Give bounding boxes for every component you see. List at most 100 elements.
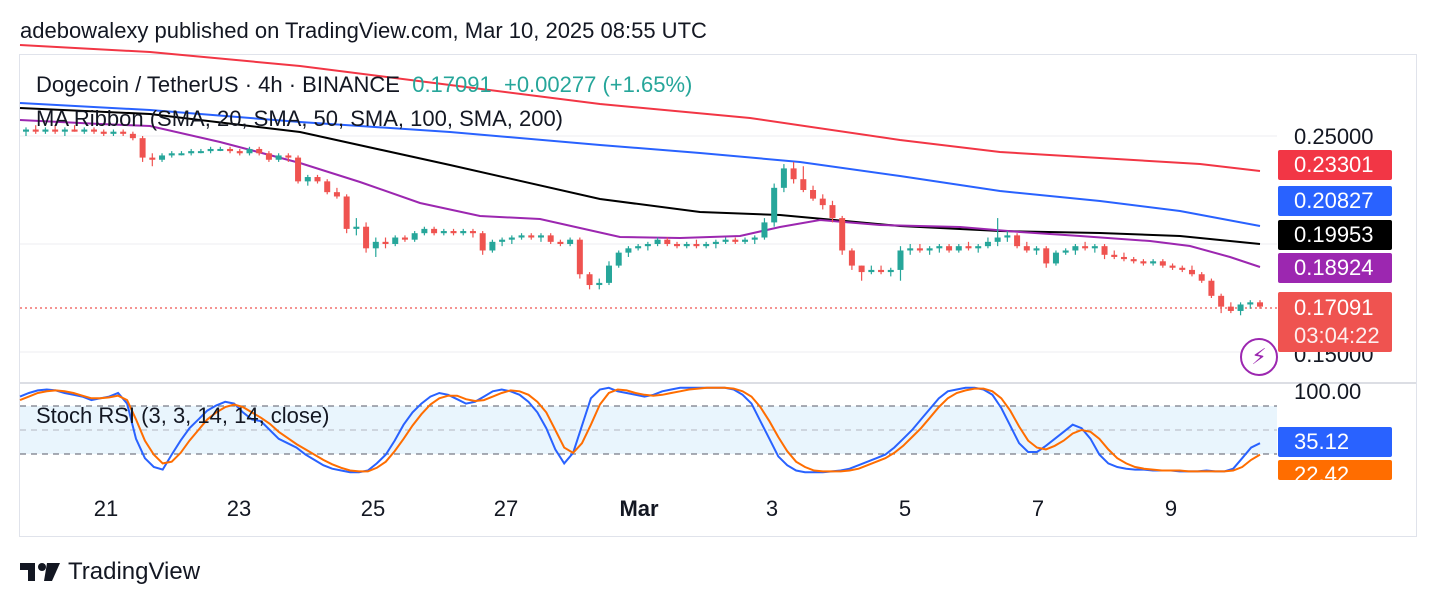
bar-countdown: 03:04:22 <box>1294 323 1380 348</box>
candle <box>712 239 719 249</box>
candle-body <box>1159 261 1166 266</box>
candle <box>1237 302 1244 316</box>
candle-body <box>703 244 710 247</box>
candle <box>188 148 195 156</box>
candle-body <box>421 228 428 234</box>
stoch-lines-group <box>19 386 1261 474</box>
candle <box>800 166 807 193</box>
candle-body <box>1130 259 1137 262</box>
candle-body <box>732 239 739 242</box>
candle <box>23 127 29 136</box>
candle-body <box>120 131 127 134</box>
candle <box>1208 278 1215 298</box>
candle-body <box>265 153 272 160</box>
candle-body <box>654 239 661 244</box>
candle-body <box>819 198 826 206</box>
candle <box>401 235 408 242</box>
candle-body <box>722 239 729 242</box>
candle-body <box>479 233 486 251</box>
candle-body <box>839 218 846 251</box>
candle-body <box>1179 267 1186 270</box>
x-tick-label: 21 <box>94 496 118 521</box>
candle-body <box>188 151 195 154</box>
candle-body <box>1257 302 1263 307</box>
candle <box>431 226 438 236</box>
candle-body <box>1023 246 1030 251</box>
candle <box>392 235 399 247</box>
candle-body <box>518 235 525 238</box>
candle <box>771 183 778 227</box>
sma-20-line <box>19 119 1261 268</box>
candle-body <box>71 129 78 132</box>
candle <box>907 244 914 255</box>
candle-body <box>1111 254 1118 257</box>
candle <box>674 241 681 249</box>
chart-frame[interactable] <box>19 54 1417 537</box>
candle <box>129 131 136 141</box>
candle-body <box>1091 246 1098 249</box>
candle <box>557 239 564 247</box>
candle <box>528 233 535 240</box>
candle <box>751 235 758 244</box>
candle-body <box>1198 274 1205 281</box>
candle <box>120 129 127 136</box>
candle <box>343 194 350 234</box>
candle-body <box>256 148 263 154</box>
x-tick-label: 7 <box>1032 496 1044 521</box>
candle-body <box>411 233 418 240</box>
candle <box>586 272 593 290</box>
candle-body <box>576 239 583 275</box>
candle-body <box>353 226 360 229</box>
candle-body <box>314 177 321 182</box>
candle <box>1014 233 1021 249</box>
candle-body <box>887 269 894 273</box>
candle <box>469 228 476 238</box>
candle <box>1150 259 1157 266</box>
candle <box>217 146 224 152</box>
candle <box>168 151 175 158</box>
candle-body <box>528 235 535 238</box>
candle <box>518 233 525 240</box>
lightning-bolt-icon[interactable]: ⚡ <box>1240 338 1278 376</box>
candle <box>1130 256 1137 264</box>
candle-body <box>275 155 282 160</box>
candle-body <box>431 228 438 234</box>
publisher-line: adebowalexy published on TradingView.com… <box>20 18 707 43</box>
candle <box>547 233 554 244</box>
ma-ribbon-legend: MA Ribbon (SMA, 20, SMA, 50, SMA, 100, S… <box>36 106 564 131</box>
candle <box>110 129 117 136</box>
candle <box>703 241 710 249</box>
candle-body <box>129 133 136 139</box>
candle-body <box>236 151 243 154</box>
candle <box>1247 300 1254 309</box>
candle <box>567 237 574 247</box>
candle <box>810 185 817 201</box>
candle-body <box>1247 302 1254 305</box>
candle <box>1004 231 1011 242</box>
candle-body <box>790 168 797 180</box>
candle <box>265 151 272 162</box>
candle <box>732 237 739 244</box>
candle-body <box>1208 280 1215 296</box>
candle-body <box>975 246 982 249</box>
candle-body <box>100 131 107 134</box>
candle-body <box>761 222 768 238</box>
x-tick-label: 25 <box>361 496 385 521</box>
candle <box>421 226 428 236</box>
candle <box>363 222 370 253</box>
candle-body <box>110 131 117 134</box>
candle-body <box>1052 252 1059 264</box>
tradingview-logo-icon <box>20 563 60 581</box>
candle <box>1033 246 1040 255</box>
candle-body <box>81 129 88 132</box>
sma-50-line <box>19 107 1261 245</box>
candle <box>644 241 651 251</box>
candle-body <box>557 241 564 244</box>
candle-body <box>508 237 515 240</box>
candle <box>314 174 321 184</box>
candle <box>42 127 49 134</box>
stoch-rsi-legend: Stoch RSI (3, 3, 14, 14, close) <box>36 403 330 428</box>
stoch-d-tag: 22.42 <box>1278 460 1392 480</box>
candle <box>1159 259 1166 268</box>
